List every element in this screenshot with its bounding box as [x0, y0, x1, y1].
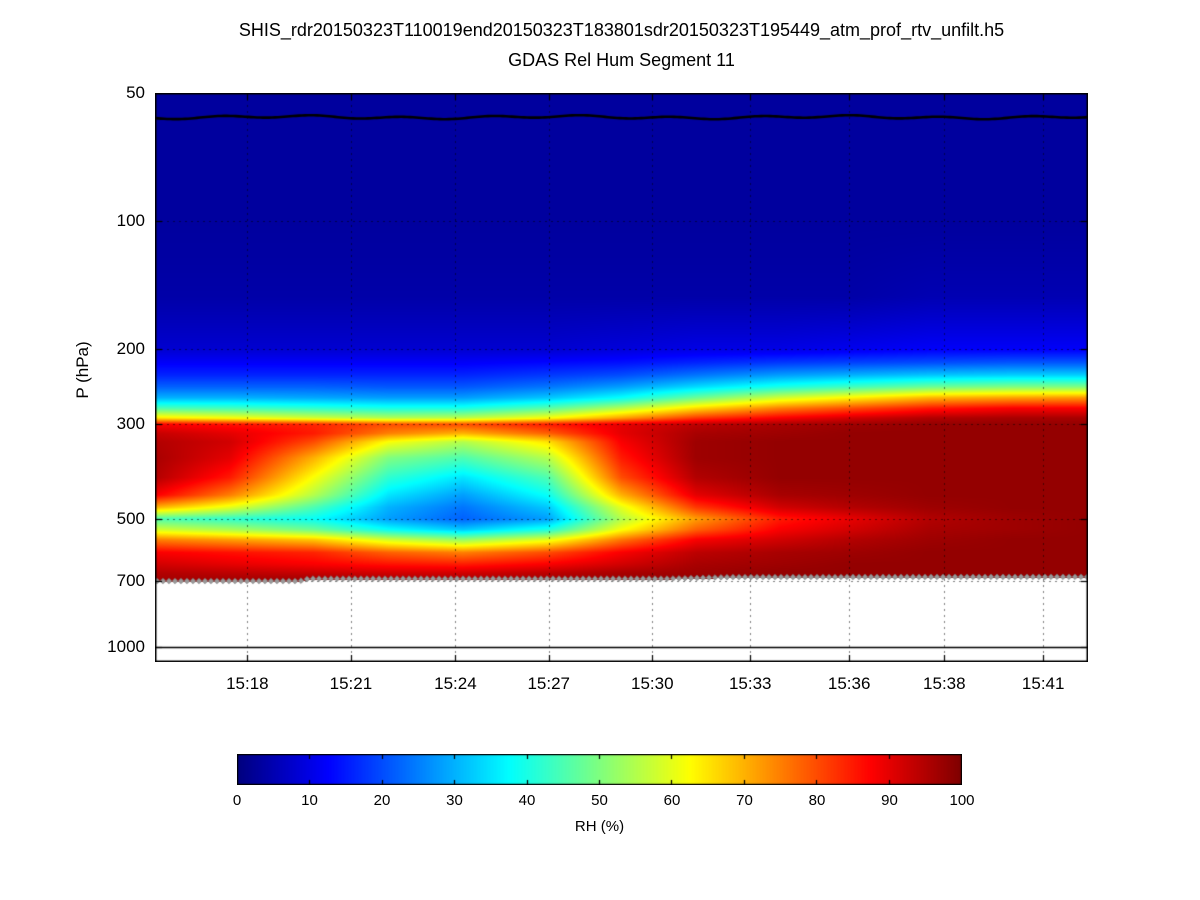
colorbar-tick-label: 90	[881, 792, 898, 809]
x-tick-label: 15:30	[631, 674, 674, 693]
y-tick-label: 700	[116, 570, 145, 590]
figure-subtitle: GDAS Rel Hum Segment 11	[508, 50, 735, 70]
figure-title: SHIS_rdr20150323T110019end20150323T18380…	[238, 20, 1005, 40]
colorbar-tick-label: 70	[736, 792, 753, 809]
y-tick-label: 500	[116, 508, 145, 528]
colorbar-canvas	[237, 754, 962, 785]
x-tick-label: 15:36	[827, 674, 871, 693]
x-tick-label: 15:38	[923, 674, 966, 693]
colorbar-tick-label: 20	[373, 792, 391, 809]
colorbar-tick-label: 60	[663, 792, 681, 809]
colorbar-tick-label: 80	[808, 792, 826, 809]
y-tick-label: 100	[116, 211, 145, 231]
x-tick-label: 15:24	[434, 674, 477, 693]
colorbar-label: RH (%)	[574, 818, 625, 835]
colorbar-tick-label: 0	[232, 792, 242, 809]
y-tick-label: 200	[116, 339, 145, 359]
y-tick-label: 1000	[107, 636, 145, 656]
heatmap-canvas	[155, 93, 1088, 662]
colorbar-tick-label: 100	[949, 792, 975, 809]
x-tick-label: 15:41	[1021, 674, 1065, 693]
colorbar-tick-label: 40	[518, 792, 536, 809]
colorbar-tick-label: 50	[591, 792, 608, 809]
colorbar-tick-label: 30	[446, 792, 463, 809]
x-tick-label: 15:21	[329, 674, 373, 693]
x-tick-label: 15:27	[527, 674, 570, 693]
x-tick-label: 15:33	[728, 674, 772, 693]
x-tick-label: 15:18	[226, 674, 269, 693]
y-tick-label: 300	[116, 414, 145, 434]
colorbar-tick-label: 10	[301, 792, 318, 809]
y-tick-label: 50	[126, 83, 145, 102]
